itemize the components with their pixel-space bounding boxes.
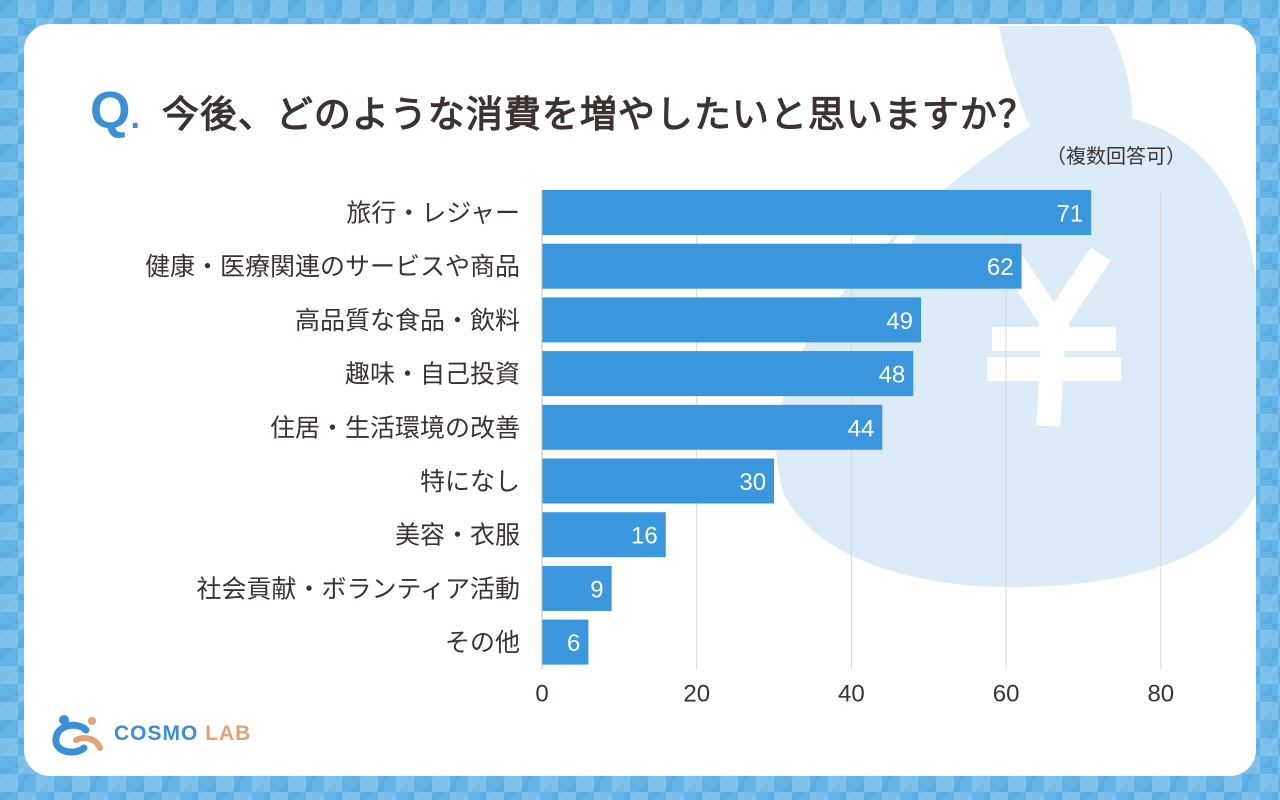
- x-tick-label: 40: [838, 680, 865, 707]
- category-label: 旅行・レジャー: [346, 199, 520, 228]
- bar: [542, 190, 1092, 235]
- category-label: 住居・生活環境の改善: [270, 413, 520, 442]
- data-label: 48: [879, 362, 906, 389]
- bar-chart: 旅行・レジャー 71 健康・医療関連のサービスや商品 62 高品質な食品・飲料 49 趣味・…: [145, 190, 1174, 707]
- bar: [542, 351, 914, 397]
- data-label: 49: [886, 308, 913, 335]
- bar: [542, 619, 589, 665]
- data-label: 9: [590, 576, 603, 603]
- cosmo-lab-logo-text: COSMO LAB: [114, 722, 252, 745]
- cosmo-lab-logo: COSMO LAB: [50, 712, 251, 756]
- category-label: 社会貢献・ボランティア活動: [196, 574, 520, 603]
- category-label: 高品質な食品・飲料: [295, 306, 520, 335]
- x-tick-label: 0: [535, 680, 548, 707]
- bar: [542, 512, 666, 558]
- bar: [542, 565, 612, 611]
- data-label: 6: [567, 630, 580, 657]
- chart-title: 今後、どのような消費を増やしたいと思いますか？: [161, 93, 1036, 136]
- data-label: 71: [1056, 201, 1083, 228]
- data-label: 62: [987, 254, 1014, 281]
- category-label: その他: [445, 628, 520, 657]
- money-bag-background-icon: [776, 26, 1256, 588]
- data-label: 44: [848, 415, 875, 442]
- chart-card: Q. 今後、どのような消費を増やしたいと思いますか？ （複数回答可） 旅行・レジ…: [24, 24, 1256, 776]
- q-mark: Q.: [90, 82, 140, 140]
- category-label: 趣味・自己投資: [345, 360, 520, 389]
- category-label: 美容・衣服: [395, 521, 520, 550]
- category-label: 健康・医療関連のサービスや商品: [145, 252, 520, 281]
- category-label: 特になし: [420, 467, 520, 496]
- title-row: Q. 今後、どのような消費を増やしたいと思いますか？: [90, 76, 1036, 146]
- data-label: 16: [631, 523, 658, 550]
- bar: [542, 458, 775, 504]
- cosmo-lab-logo-icon: [52, 715, 103, 756]
- x-tick-label: 80: [1147, 680, 1174, 707]
- x-tick-label: 20: [683, 680, 710, 707]
- bar: [542, 297, 922, 343]
- bar: [542, 404, 883, 450]
- data-label: 30: [739, 469, 766, 496]
- x-tick-label: 60: [993, 680, 1020, 707]
- multiple-answer-note: （複数回答可）: [1046, 144, 1186, 168]
- bar: [542, 243, 1022, 289]
